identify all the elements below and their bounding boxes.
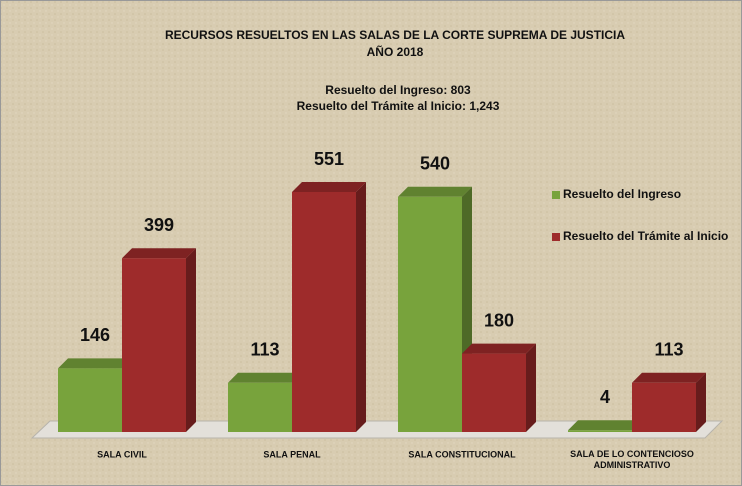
x-tick-label: SALA PENAL [263,449,321,459]
data-label: 180 [484,310,514,330]
chart-subtitle: Resuelto del Trámite al Inicio: 1,243 [297,99,500,113]
x-tick-label: SALA CONSTITUCIONAL [408,449,516,459]
bar [462,353,526,432]
bar [122,258,186,432]
data-label: 113 [654,340,683,360]
data-label: 540 [420,154,450,174]
legend-label: Resuelto del Ingreso [563,187,681,201]
data-label: 113 [250,340,279,360]
data-label: 4 [600,387,610,407]
bar-side [526,343,536,432]
bar-top [292,182,366,192]
floor [30,420,724,439]
bar-top [122,248,196,259]
bar-top [398,186,472,197]
legend-swatch [552,191,560,199]
bar [568,430,632,432]
bar-side [696,372,706,432]
x-tick-label: SALA DE LO CONTENCIOSO ADMINISTRATIVO [570,449,694,470]
legend-swatch [552,233,560,241]
bar-top [632,372,706,383]
bar [292,192,356,432]
data-label: 146 [80,325,110,345]
chart-title: RECURSOS RESUELTOS EN LAS SALAS DE LA CO… [165,28,625,42]
x-tick-label: SALA CIVIL [97,449,147,459]
bar [398,196,462,432]
bar-top [58,358,132,369]
bar-side [356,182,366,432]
data-label: 551 [314,149,344,169]
chart-title: AÑO 2018 [367,44,424,59]
chart-subtitle: Resuelto del Ingreso: 803 [325,83,471,97]
bar [632,382,696,432]
bar-side [186,248,196,432]
bar-top [462,343,536,354]
bar-top [568,420,642,431]
bar-top [228,372,302,383]
bar [228,382,292,432]
bar [58,368,122,432]
data-label: 399 [144,215,174,235]
legend-label: Resuelto del Trámite al Inicio [563,229,728,243]
